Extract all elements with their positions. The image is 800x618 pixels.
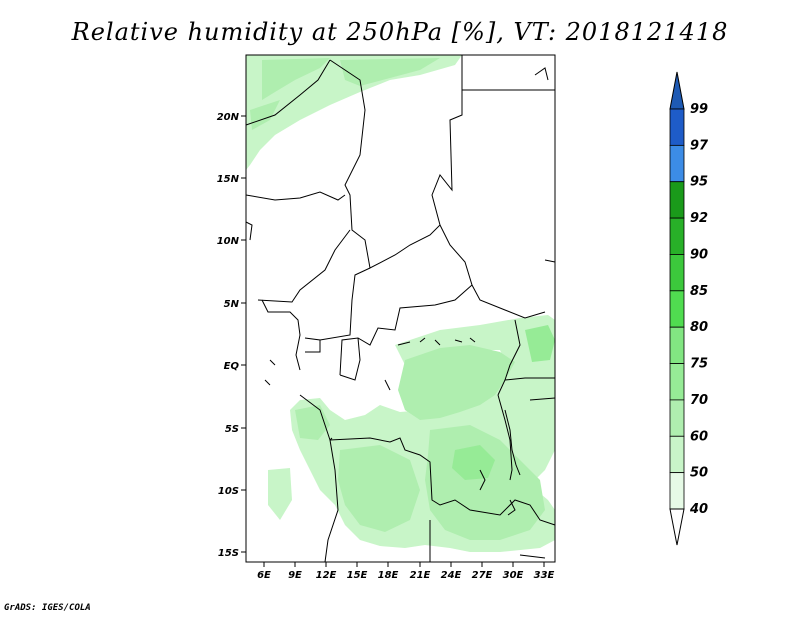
colorbar-segment [669, 181, 685, 219]
colorbar-label: 80 [690, 320, 708, 335]
colorbar-label: 99 [690, 102, 708, 117]
latitude-axis [241, 115, 246, 553]
lon-tick-label: 30E [503, 570, 524, 581]
colorbar-label: 90 [690, 247, 708, 262]
colorbar-label: 92 [690, 211, 708, 226]
colorbar-segment [669, 435, 685, 474]
lon-tick-label: 33E [534, 570, 555, 581]
colorbar-segment [669, 290, 685, 328]
colorbar-segment [669, 399, 685, 437]
lat-tick-label: 20N [217, 112, 240, 123]
colorbar-segment [669, 108, 685, 146]
longitude-axis [263, 562, 545, 567]
longitude-labels: 6E 9E 12E 15E 18E 21E 24E 27E 30E 33E [257, 570, 554, 581]
lon-tick-label: 24E [441, 570, 462, 581]
colorbar-segment [669, 472, 685, 510]
lat-tick-label: 5N [224, 299, 240, 310]
humidity-shading [246, 55, 555, 552]
lon-tick-label: 12E [316, 570, 337, 581]
chart-title: Relative humidity at 250hPa [%], VT: 201… [71, 18, 729, 46]
country-borders [245, 55, 556, 563]
colorbar-label: 85 [690, 284, 708, 299]
colorbar-label: 50 [690, 466, 708, 481]
colorbar-label: 70 [690, 393, 708, 408]
colorbar-segment [669, 254, 685, 292]
colorbar-segment [669, 144, 685, 183]
colorbar: 99 97 95 92 90 85 80 75 70 60 50 40 [669, 71, 709, 546]
colorbar-segment [669, 363, 685, 401]
lon-tick-label: 21E [410, 570, 431, 581]
colorbar-label: 97 [690, 138, 709, 153]
lon-tick-label: 6E [257, 570, 271, 581]
colorbar-label: 95 [690, 175, 708, 190]
lon-tick-label: 15E [347, 570, 368, 581]
colorbar-label: 40 [689, 502, 708, 517]
lat-tick-label: 5S [225, 424, 239, 435]
grads-credit: GrADS: IGES/COLA [4, 603, 91, 613]
colorbar-bottom-arrow [669, 508, 685, 546]
lat-tick-label: 10N [217, 236, 240, 247]
lon-tick-label: 18E [378, 570, 399, 581]
lat-tick-label: EQ [224, 361, 240, 372]
lat-tick-label: 15N [217, 174, 240, 185]
lon-tick-label: 27E [472, 570, 493, 581]
colorbar-segment [669, 217, 685, 255]
colorbar-top-arrow [669, 71, 685, 110]
colorbar-segment [669, 326, 685, 364]
map-frame [245, 54, 556, 563]
colorbar-label: 75 [690, 357, 708, 372]
lon-tick-label: 9E [288, 570, 302, 581]
lat-tick-label: 15S [218, 548, 239, 559]
latitude-labels: 20N 15N 10N 5N EQ 5S 10S 15S [217, 112, 240, 559]
colorbar-label: 60 [690, 429, 708, 444]
lat-tick-label: 10S [218, 486, 239, 497]
